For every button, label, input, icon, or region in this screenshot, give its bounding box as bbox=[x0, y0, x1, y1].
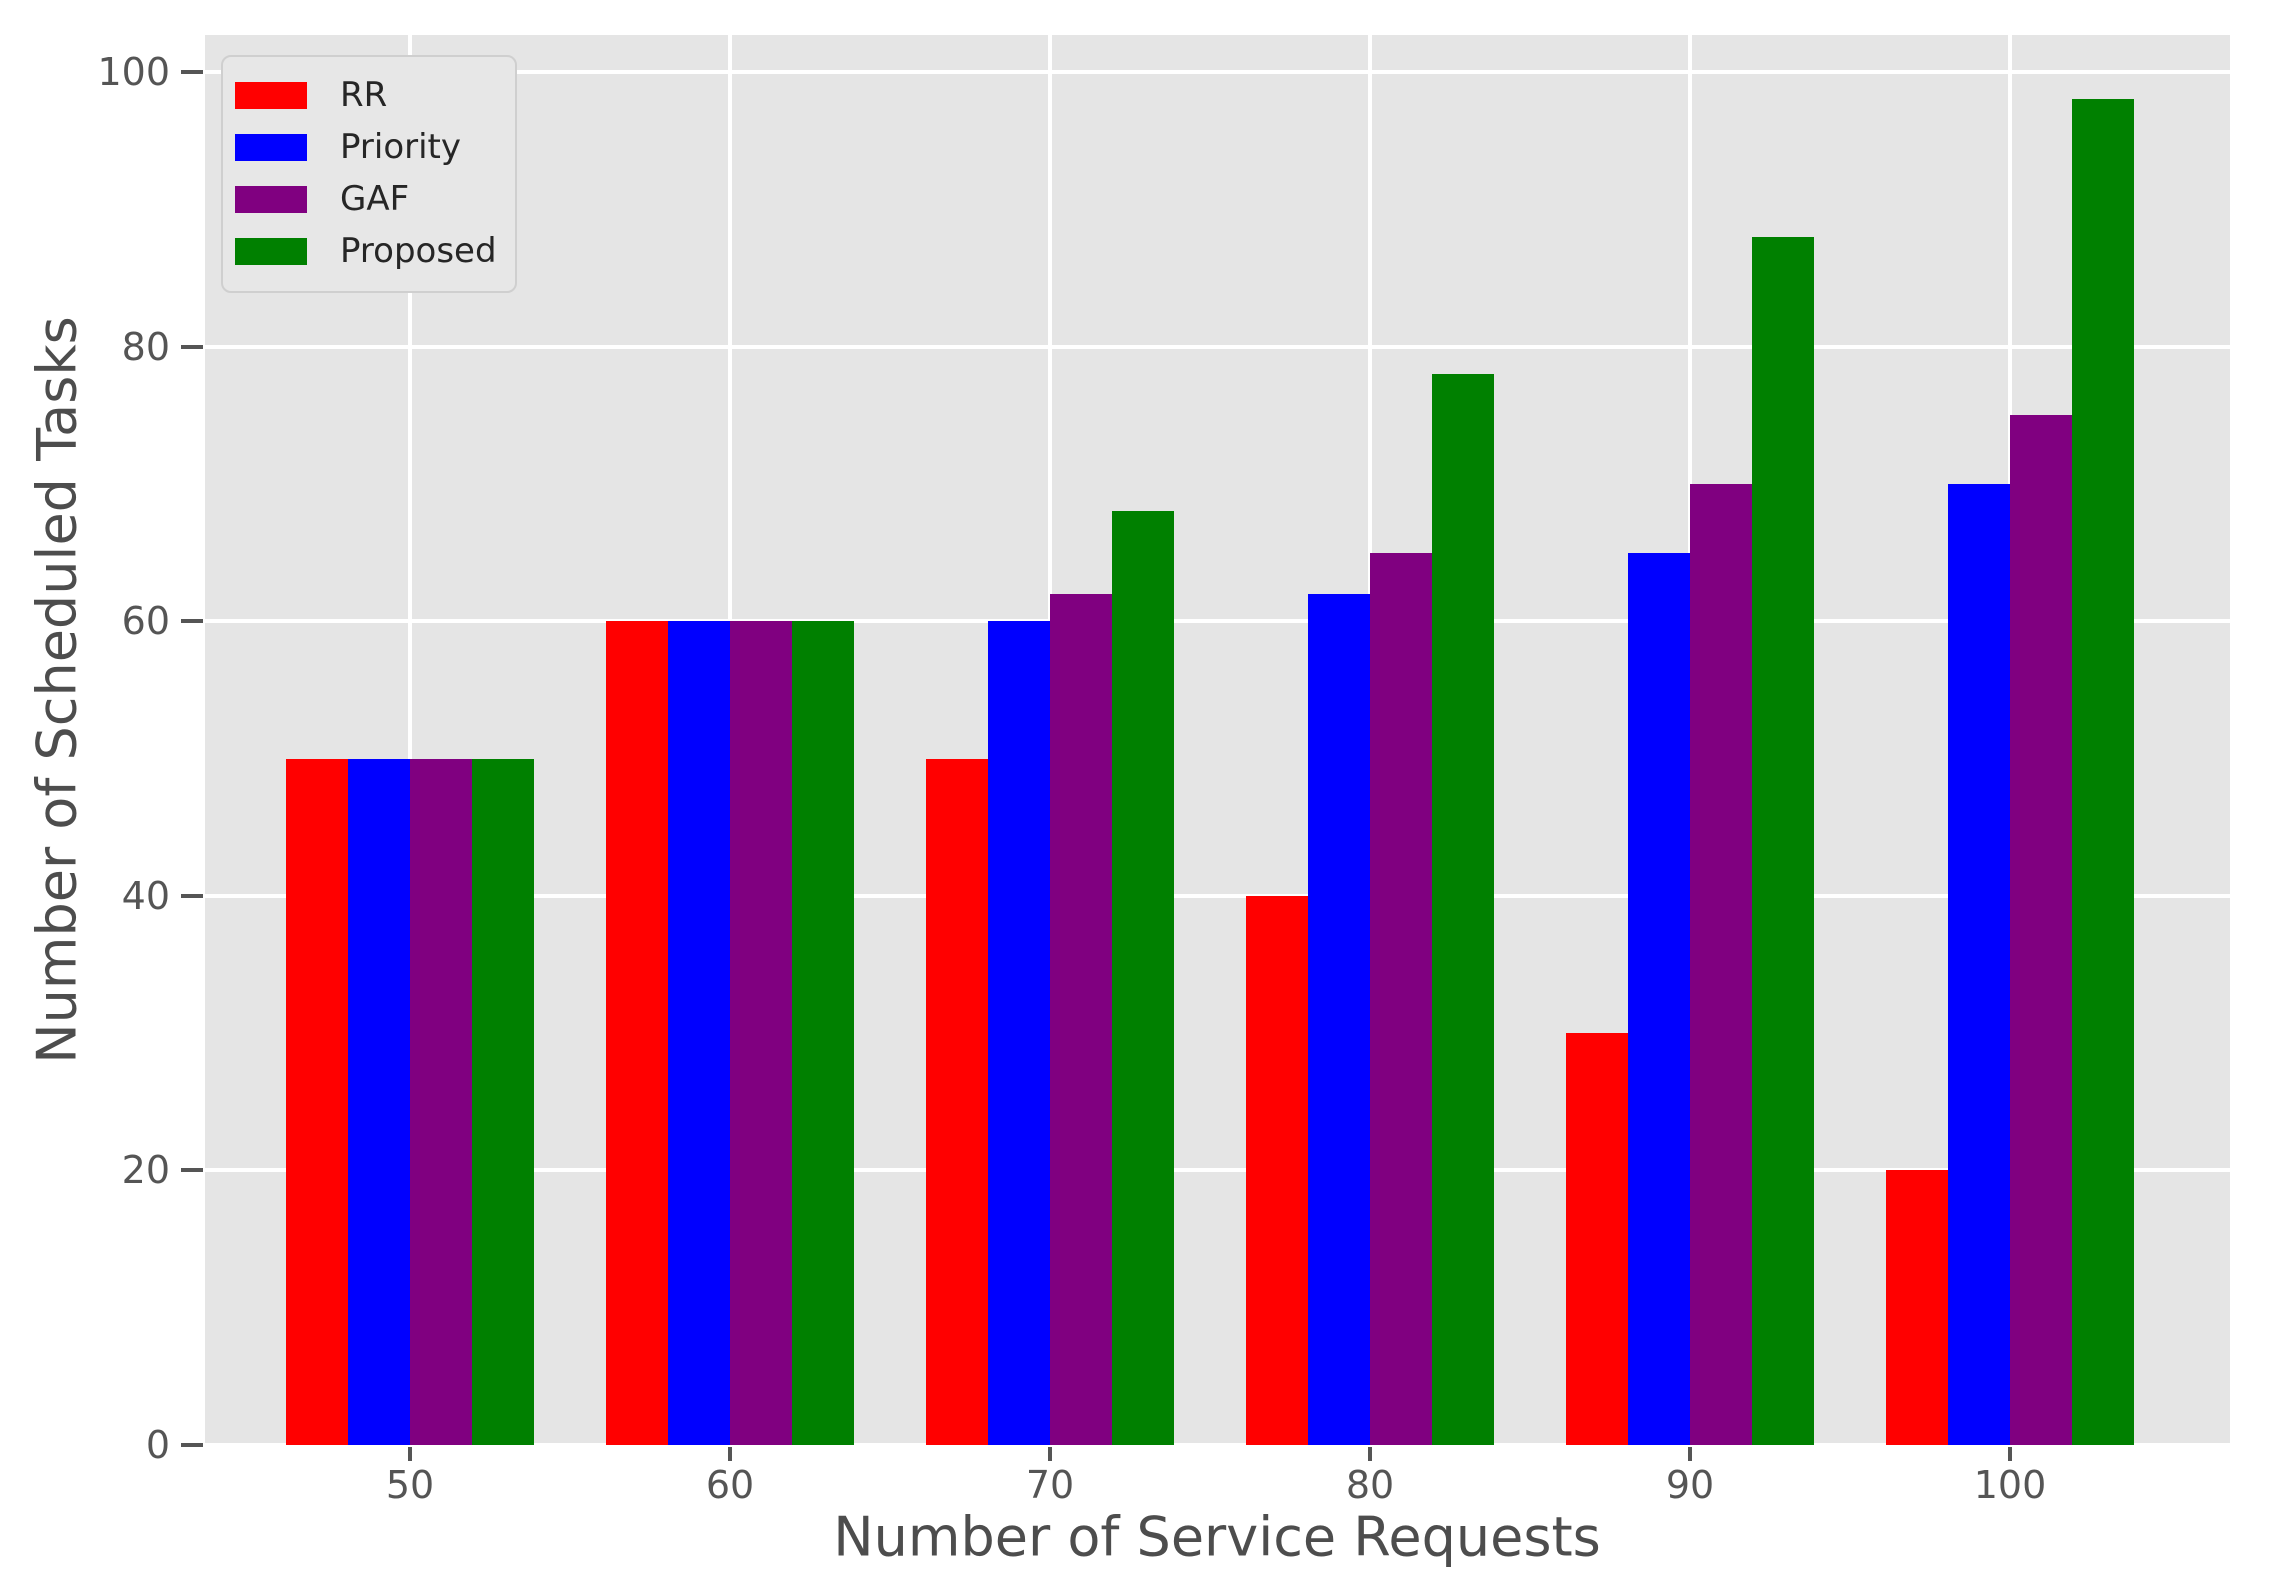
bar-priority-60 bbox=[668, 621, 730, 1445]
gridline-h-80 bbox=[205, 344, 2230, 349]
ytick-mark-40 bbox=[181, 893, 203, 898]
bar-gaf-80 bbox=[1370, 552, 1432, 1445]
gridline-h-60 bbox=[205, 619, 2230, 624]
ytick-mark-80 bbox=[181, 344, 203, 349]
xtick-label-60: 60 bbox=[705, 1463, 755, 1507]
xtick-mark-60 bbox=[728, 1447, 732, 1461]
xtick-label-90: 90 bbox=[1665, 1463, 1715, 1507]
y-axis-title: Number of Scheduled Tasks bbox=[25, 316, 89, 1064]
gridline-h-40 bbox=[205, 893, 2230, 898]
bar-proposed-60 bbox=[792, 621, 854, 1445]
xtick-mark-50 bbox=[408, 1447, 412, 1461]
bar-rr-60 bbox=[606, 621, 668, 1445]
legend-item-priority: Priority bbox=[235, 121, 515, 173]
bar-proposed-70 bbox=[1112, 511, 1174, 1445]
ytick-mark-0 bbox=[181, 1443, 203, 1447]
legend-label-gaf: GAF bbox=[340, 179, 410, 219]
bar-rr-80 bbox=[1246, 895, 1308, 1445]
ytick-label-0: 0 bbox=[145, 1423, 170, 1467]
bar-gaf-70 bbox=[1050, 593, 1112, 1445]
gridline-h-20 bbox=[205, 1168, 2230, 1173]
gridline-h-100 bbox=[205, 70, 2230, 74]
bar-proposed-50 bbox=[472, 758, 534, 1445]
ytick-label-60: 60 bbox=[121, 599, 170, 644]
xtick-mark-70 bbox=[1048, 1447, 1052, 1461]
bar-rr-70 bbox=[926, 758, 988, 1445]
xtick-label-100: 100 bbox=[1973, 1463, 2047, 1507]
legend-swatch-priority bbox=[235, 133, 307, 161]
bar-rr-100 bbox=[1886, 1170, 1948, 1445]
legend: RR Priority GAF Proposed bbox=[221, 55, 517, 293]
ytick-mark-20 bbox=[181, 1168, 203, 1173]
bar-proposed-100 bbox=[2072, 99, 2134, 1445]
xtick-label-80: 80 bbox=[1345, 1463, 1395, 1507]
legend-label-rr: RR bbox=[340, 75, 388, 115]
bar-gaf-60 bbox=[730, 621, 792, 1445]
legend-swatch-gaf bbox=[235, 185, 307, 213]
legend-item-rr: RR bbox=[235, 69, 515, 121]
bar-rr-90 bbox=[1566, 1033, 1628, 1445]
ytick-mark-100 bbox=[181, 70, 203, 74]
legend-label-proposed: Proposed bbox=[340, 231, 497, 271]
legend-swatch-proposed bbox=[235, 237, 307, 265]
legend-item-gaf: GAF bbox=[235, 173, 515, 225]
plot-area: RR Priority GAF Proposed bbox=[205, 35, 2230, 1447]
bar-rr-50 bbox=[286, 758, 348, 1445]
bar-priority-80 bbox=[1308, 593, 1370, 1445]
gridline-v-50 bbox=[408, 35, 412, 1445]
bar-gaf-90 bbox=[1690, 483, 1752, 1445]
bar-priority-70 bbox=[988, 621, 1050, 1445]
bar-priority-50 bbox=[348, 758, 410, 1445]
legend-item-proposed: Proposed bbox=[235, 225, 515, 277]
xtick-mark-90 bbox=[1688, 1447, 1692, 1461]
xtick-mark-80 bbox=[1368, 1447, 1372, 1461]
bar-gaf-100 bbox=[2010, 415, 2072, 1445]
ytick-mark-60 bbox=[181, 619, 203, 624]
legend-label-priority: Priority bbox=[340, 127, 462, 167]
x-axis-title: Number of Service Requests bbox=[833, 1505, 1601, 1569]
bar-priority-100 bbox=[1948, 483, 2010, 1445]
xtick-mark-100 bbox=[2008, 1447, 2012, 1461]
bar-gaf-50 bbox=[410, 758, 472, 1445]
xtick-label-50: 50 bbox=[385, 1463, 435, 1507]
ytick-label-40: 40 bbox=[121, 873, 170, 918]
bar-proposed-80 bbox=[1432, 374, 1494, 1445]
ytick-label-100: 100 bbox=[97, 50, 170, 94]
ytick-label-20: 20 bbox=[121, 1148, 170, 1193]
xtick-label-70: 70 bbox=[1025, 1463, 1075, 1507]
gridline-h-0 bbox=[205, 1443, 2230, 1447]
bar-proposed-90 bbox=[1752, 236, 1814, 1445]
ytick-label-80: 80 bbox=[121, 324, 170, 369]
bar-priority-90 bbox=[1628, 552, 1690, 1445]
legend-swatch-rr bbox=[235, 81, 307, 109]
